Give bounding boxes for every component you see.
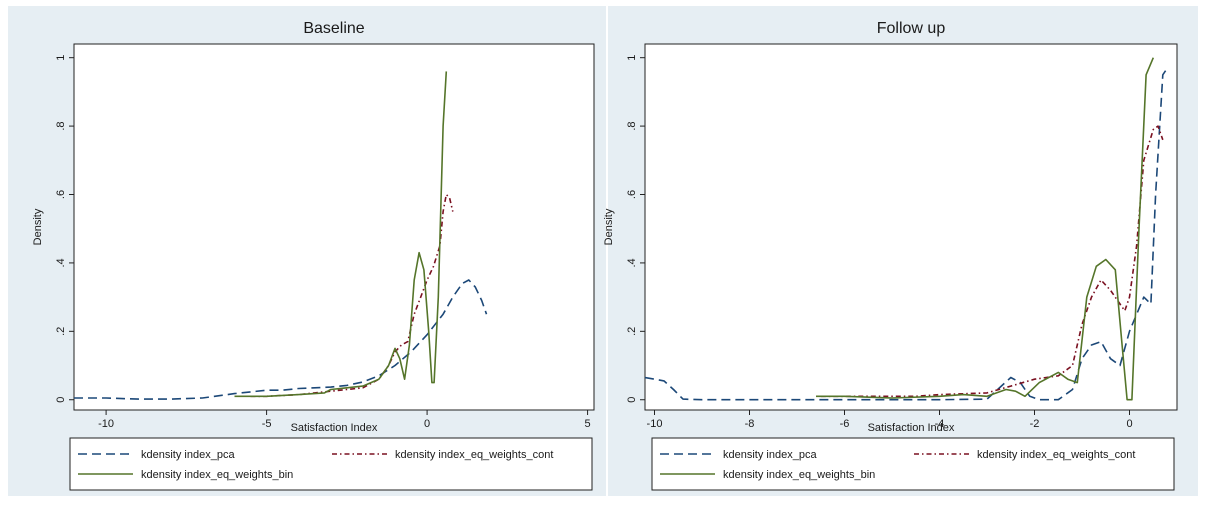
- x-tick-label: -8: [745, 418, 755, 430]
- plot-area: [73, 43, 595, 411]
- x-tick-label: -10: [98, 418, 114, 430]
- x-axis-label: Satisfaction Index: [291, 422, 378, 434]
- chart-title: Follow up: [877, 20, 946, 37]
- legend-label: kdensity index_eq_weights_cont: [395, 449, 553, 461]
- y-tick-label: .8: [626, 121, 638, 130]
- legend-label: kdensity index_eq_weights_bin: [141, 469, 293, 481]
- x-tick-label: -6: [840, 418, 850, 430]
- series-line-eq-weights-cont: [250, 193, 454, 398]
- y-axis-label: Density: [603, 208, 615, 245]
- series-line-eq-weights-bin: [816, 57, 1155, 401]
- legend-box: [651, 437, 1175, 491]
- x-tick-label: -4: [935, 418, 945, 430]
- x-tick-label: 5: [585, 418, 591, 430]
- series-line-eq-weights-bin: [234, 71, 448, 398]
- x-tick-label: -10: [647, 418, 663, 430]
- x-axis-label: Satisfaction Index: [868, 422, 955, 434]
- y-tick-label: .2: [55, 327, 67, 336]
- baseline-panel: Baseline 0 .2 .4 .6 .8 1 Density -10 -5 0 5 Satisfac…: [8, 6, 606, 496]
- plot-area: [644, 43, 1178, 411]
- y-axis-label: Density: [32, 208, 44, 245]
- y-tick-label: .2: [626, 327, 638, 336]
- y-tick-label: .4: [626, 258, 638, 267]
- legend-label: kdensity index_pca: [723, 449, 817, 461]
- follow-up-panel: Follow up 0 .2 .4 .6 .8 1 Density -10 -8 -6 -4 -2 0 Sa…: [603, 6, 1198, 496]
- series-line-pca: [74, 279, 488, 400]
- y-tick-label: 0: [55, 397, 67, 403]
- y-tick-label: .6: [55, 190, 67, 199]
- legend-box: [69, 437, 593, 491]
- legend-label: kdensity index_eq_weights_cont: [977, 449, 1135, 461]
- y-tick-label: 0: [626, 397, 638, 403]
- x-tick-label: -2: [1030, 418, 1040, 430]
- x-tick-label: -5: [262, 418, 272, 430]
- series-line-pca: [645, 67, 1169, 401]
- x-tick-label: 0: [424, 418, 430, 430]
- legend-label: kdensity index_pca: [141, 449, 235, 461]
- chart-title: Baseline: [303, 20, 364, 37]
- y-tick-label: 1: [55, 55, 67, 61]
- y-tick-label: .4: [55, 258, 67, 267]
- y-tick-label: .6: [626, 190, 638, 199]
- legend-label: kdensity index_eq_weights_bin: [723, 469, 875, 481]
- x-tick-label: 0: [1126, 418, 1132, 430]
- y-tick-label: 1: [626, 55, 638, 61]
- y-tick-label: .8: [55, 121, 67, 130]
